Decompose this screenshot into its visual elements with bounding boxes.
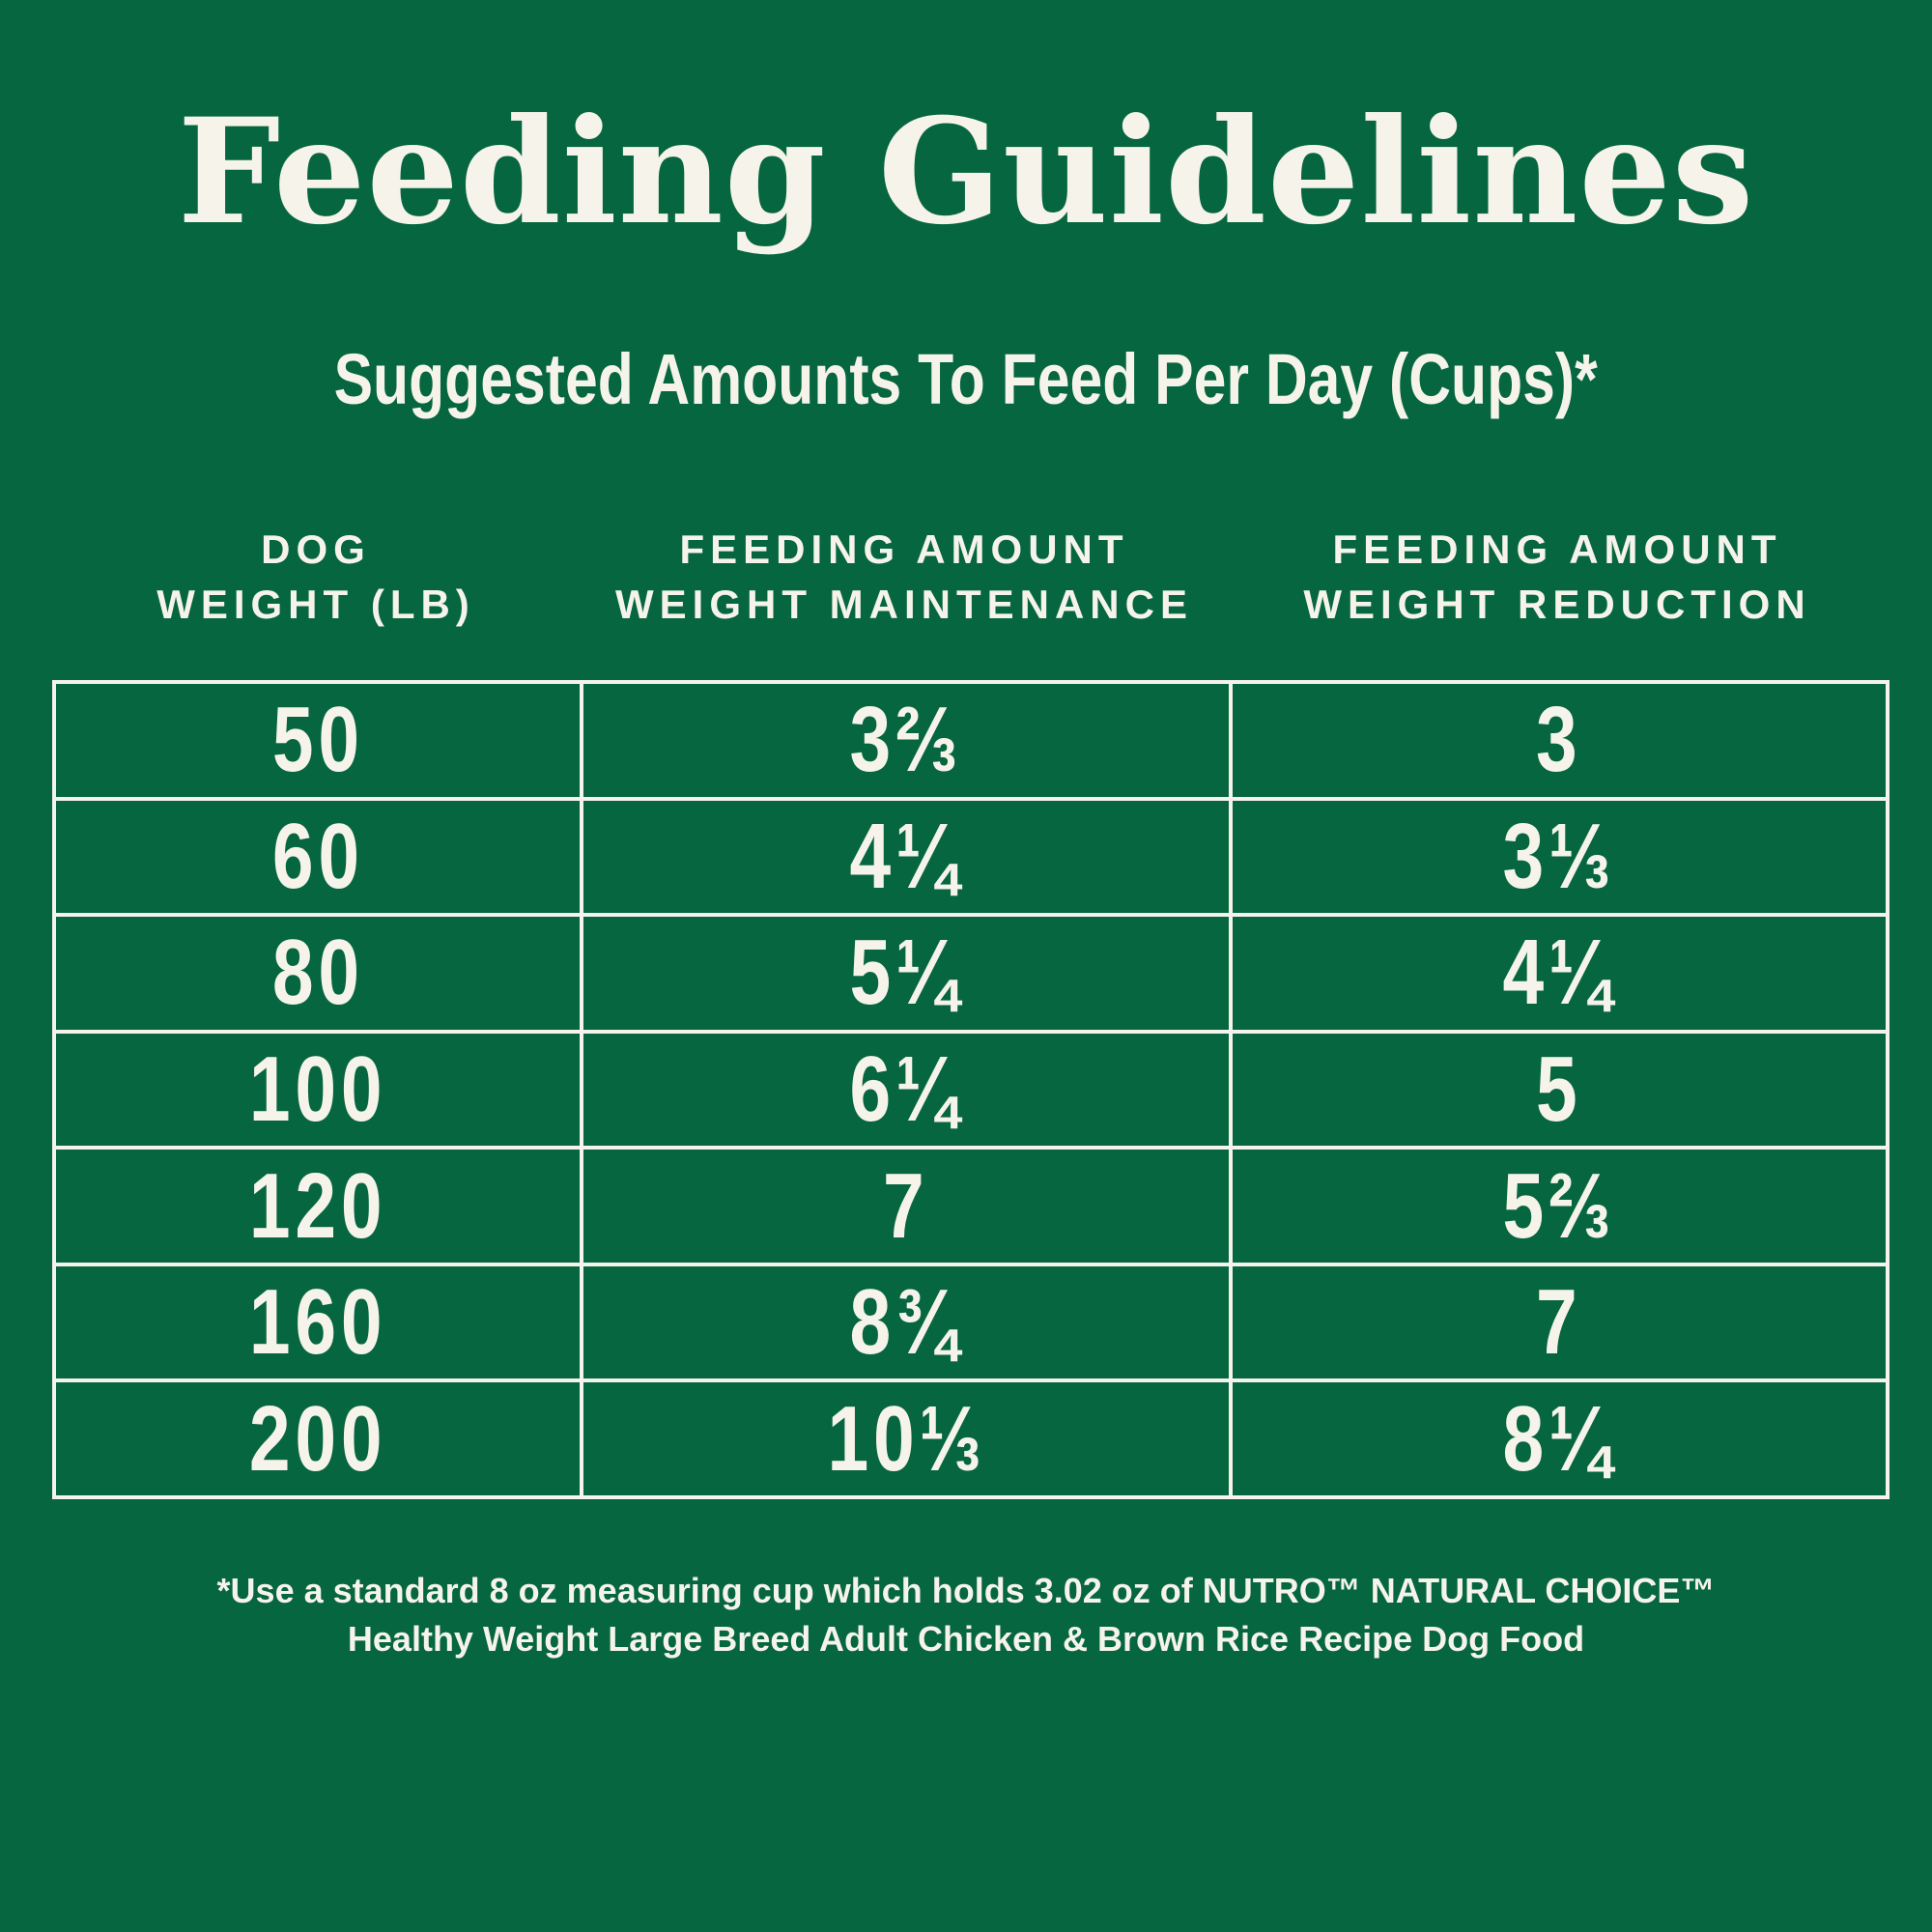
table-cell: 5 (1229, 1029, 1889, 1151)
cell-text: 50 (271, 688, 364, 792)
cell-text: 5⅔ (1502, 1153, 1616, 1258)
table-cell: 80 (52, 913, 583, 1034)
table-cell: 10⅓ (580, 1378, 1233, 1499)
cell-text: 100 (248, 1037, 387, 1141)
table-row: 60 4¼ 3⅓ (52, 796, 1889, 918)
table-row: 200 10⅓ 8¼ (52, 1378, 1889, 1499)
cell-text: 3 (1536, 688, 1582, 792)
table-cell: 160 (52, 1262, 583, 1383)
footnote-line: *Use a standard 8 oz measuring cup which… (216, 1571, 1716, 1610)
cell-text: 5¼ (849, 921, 963, 1025)
cell-text: 120 (248, 1153, 387, 1258)
table-cell: 6¼ (580, 1029, 1233, 1151)
footnote-line: Healthy Weight Large Breed Adult Chicken… (347, 1619, 1585, 1659)
table-cell: 60 (52, 796, 583, 918)
subtitle-wrap: Suggested Amounts To Feed Per Day (Cups)… (0, 338, 1932, 420)
table-cell: 7 (1229, 1262, 1889, 1383)
cell-text: 4¼ (1502, 921, 1616, 1025)
table-cell: 8¾ (580, 1262, 1233, 1383)
cell-text: 8¼ (1502, 1386, 1616, 1491)
cell-text: 7 (1536, 1270, 1582, 1375)
column-header: DOG WEIGHT (LB) (0, 522, 635, 632)
header-line: WEIGHT MAINTENANCE (615, 582, 1193, 627)
cell-text: 5 (1536, 1037, 1582, 1141)
column-header: FEEDING AMOUNT WEIGHT REDUCTION (1238, 522, 1876, 632)
cell-text: 80 (271, 921, 364, 1025)
table-cell: 4¼ (580, 796, 1233, 918)
table-row: 160 8¾ 7 (52, 1262, 1889, 1383)
cell-text: 3⅓ (1502, 804, 1616, 908)
table-cell: 5¼ (580, 913, 1233, 1034)
cell-text: 200 (248, 1386, 387, 1491)
feeding-table: 50 3⅔ 3 60 4¼ 3⅓ 80 5¼ 4¼ 100 6¼ 5 120 7 5⅔ 160 8¾ 7 200 10… (52, 680, 1889, 1499)
cell-text: 4¼ (849, 804, 963, 908)
header-line: DOG (261, 526, 371, 572)
table-cell: 3⅓ (1229, 796, 1889, 918)
cell-text: 10⅓ (827, 1386, 985, 1491)
table-row: 100 6¼ 5 (52, 1029, 1889, 1151)
table-cell: 5⅔ (1229, 1146, 1889, 1266)
header-line: WEIGHT REDUCTION (1303, 582, 1811, 627)
cell-text: 3⅔ (849, 688, 963, 792)
title: Feeding Guidelines (177, 87, 1755, 257)
footnote: *Use a standard 8 oz measuring cup which… (0, 1567, 1932, 1663)
table-cell: 200 (52, 1378, 583, 1499)
header-line: FEEDING AMOUNT (679, 526, 1129, 572)
cell-text: 160 (248, 1270, 387, 1375)
table-cell: 120 (52, 1146, 583, 1266)
table-row: 120 7 5⅔ (52, 1146, 1889, 1266)
cell-text: 7 (883, 1153, 929, 1258)
table-cell: 50 (52, 680, 583, 801)
table-cell: 3⅔ (580, 680, 1233, 801)
table-cell: 3 (1229, 680, 1889, 801)
subtitle: Suggested Amounts To Feed Per Day (Cups)… (333, 339, 1599, 419)
cell-text: 8¾ (849, 1270, 963, 1375)
table-row: 80 5¼ 4¼ (52, 913, 1889, 1034)
table-cell: 100 (52, 1029, 583, 1151)
cell-text: 6¼ (849, 1037, 963, 1141)
table-cell: 7 (580, 1146, 1233, 1266)
table-cell: 8¼ (1229, 1378, 1889, 1499)
cell-text: 60 (271, 804, 364, 908)
table-cell: 4¼ (1229, 913, 1889, 1034)
header-line: FEEDING AMOUNT (1332, 526, 1782, 572)
header-line: WEIGHT (LB) (156, 582, 475, 627)
table-row: 50 3⅔ 3 (52, 680, 1889, 801)
column-header: FEEDING AMOUNT WEIGHT MAINTENANCE (585, 522, 1223, 632)
